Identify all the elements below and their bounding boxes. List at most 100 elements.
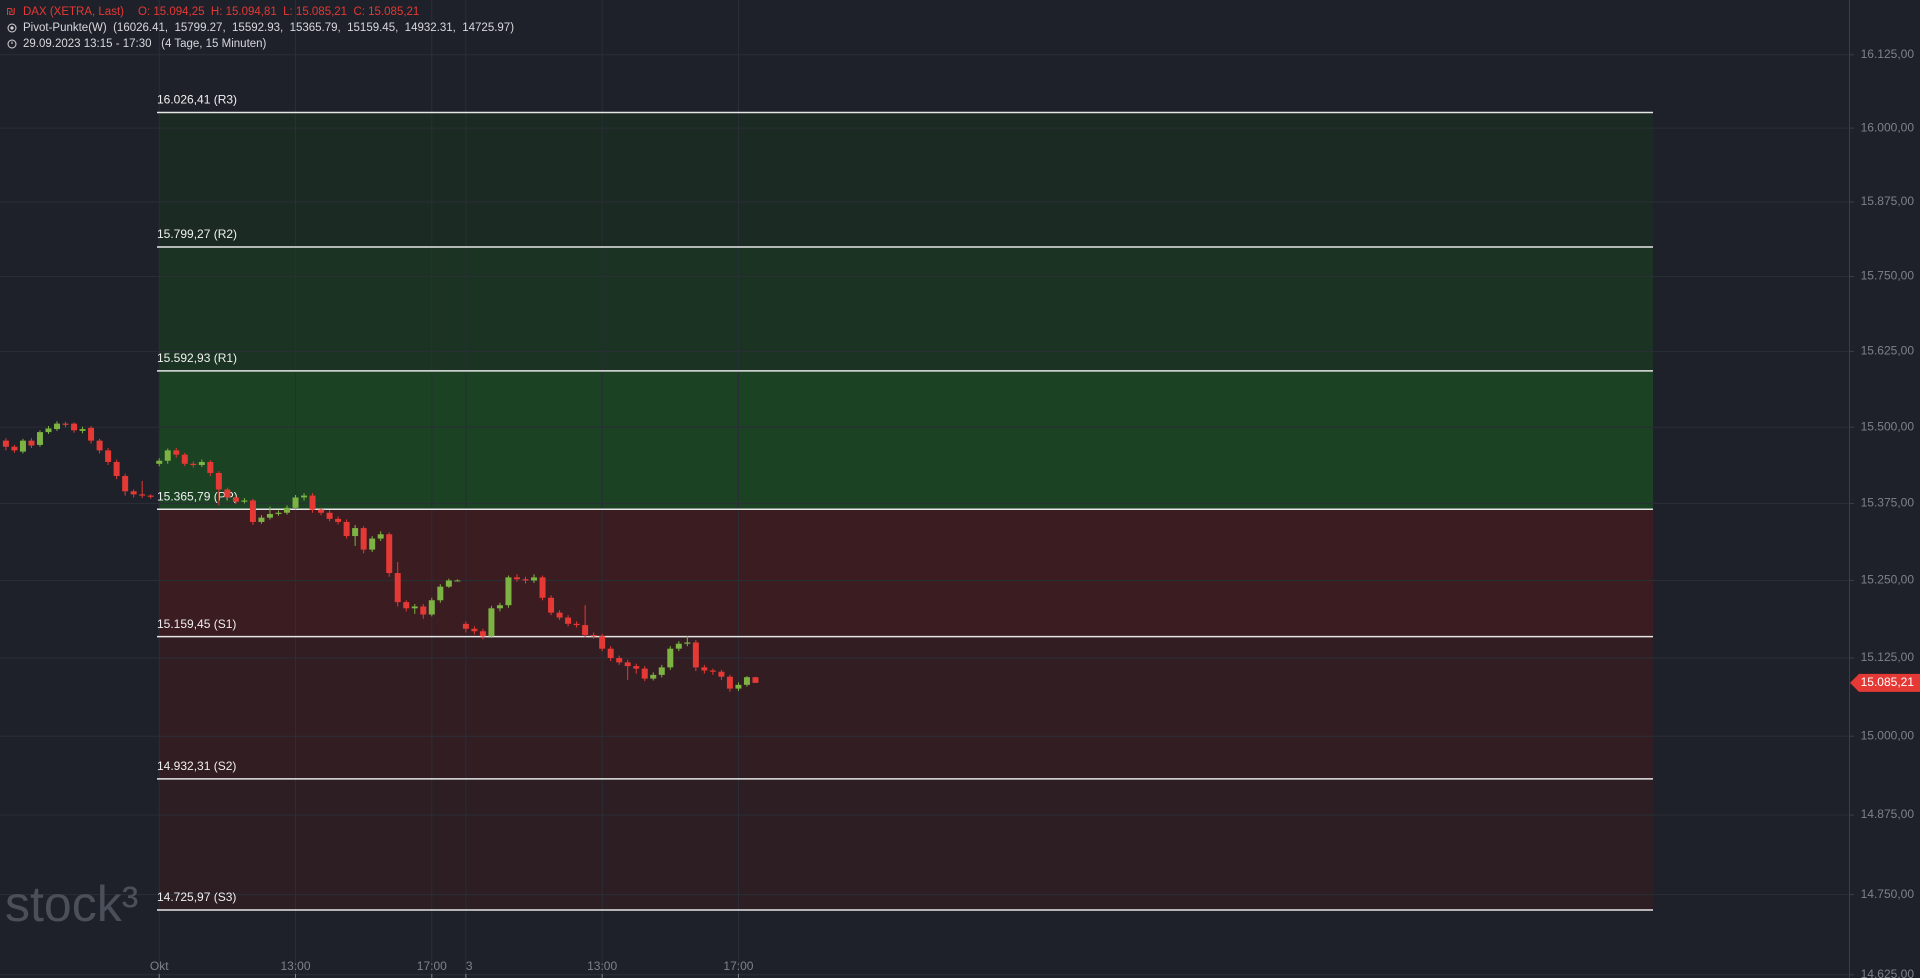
candle-body [232,497,239,502]
candle-body [36,432,43,445]
candle-body [2,440,9,447]
candle-body [726,676,733,689]
header-ohlc: O: 15.094,25 H: 15.094,81 L: 15.085,21 C… [138,6,419,18]
pivot-lines: 16.026,41 (R3) 15.799,27 (R2) 15.592,93 (R… [157,93,1653,911]
indicator-icon-dot [10,26,14,30]
candle-body [266,513,273,518]
candle-body [513,577,520,580]
candle-body [156,460,163,464]
candle-body [411,606,418,609]
candle-body [198,461,205,466]
pivot-zone [159,778,1653,910]
candle-body [130,491,137,495]
candle-body [505,577,512,606]
candle-body [709,670,716,672]
candle-body [335,518,342,522]
x-tick-label: 13:00 [587,959,617,973]
pivot-zone [159,636,1653,779]
pivot-label: 15.799,27 (R2) [157,227,237,241]
candle-body [11,446,18,451]
candle-body [19,440,26,452]
pivot-label: 15.592,93 (R1) [157,351,237,365]
candle-body [113,461,120,477]
y-tick-label: 15.000,00 [1861,728,1915,742]
clock-icon [7,39,17,49]
x-tick-label: 17:00 [417,959,447,973]
candle-body [420,606,427,615]
candle-body [71,423,78,431]
candle-body [479,631,486,637]
candle-body [224,489,231,498]
candle-body [386,534,393,574]
candle-body [667,648,674,668]
candle-body [394,573,401,603]
pivot-zone [159,112,1653,248]
candle-body [173,450,180,455]
y-tick-label: 15.250,00 [1861,573,1915,587]
candle-body [122,476,129,492]
candles [2,421,759,692]
y-tick-label: 15.625,00 [1861,344,1915,358]
candle-body [309,495,316,510]
pivot-zone [159,509,1653,637]
candle-body [369,538,376,550]
header-period: 29.09.2023 13:15 - 17:30 (4 Tage, 15 Min… [23,38,267,50]
candle-body [556,612,563,618]
header-icon: ₪ [6,6,16,18]
pivot-label: 15.365,79 (PP) [157,489,238,503]
candle-body [471,628,478,632]
candle-body [718,671,725,677]
candle-body [215,472,222,490]
header-title: DAX (XETRA, Last) [23,6,124,18]
candle-body [607,648,614,659]
candle-body [641,668,648,679]
candle-body [79,429,86,431]
candle-body [45,428,52,433]
candle-body [181,454,188,464]
pivot-label: 14.932,31 (S2) [157,759,236,773]
candle-body [735,684,742,689]
y-tick-label: 14.625,00 [1861,967,1915,978]
candle-body [462,623,469,629]
candle-body [352,528,359,537]
y-tick-label: 15.750,00 [1861,269,1915,283]
candle-body [207,461,214,473]
last-price-badge [1850,673,1920,692]
candle-body [658,667,665,675]
pivot-zone [159,247,1653,371]
candle-body [54,423,61,430]
candle-body [301,495,308,498]
candle-body [573,623,580,626]
candle-body [164,450,171,461]
candle-body [62,423,69,425]
y-tick-label: 14.875,00 [1861,807,1915,821]
candle-body [437,586,444,601]
y-tick-label: 15.875,00 [1861,194,1915,208]
y-tick-label: 16.000,00 [1861,120,1915,134]
grid [0,0,1849,978]
candle-body [326,512,333,519]
candle-body [28,440,35,446]
candle-body [318,509,325,513]
candle-body [88,427,95,441]
pivot-zone [159,370,1653,510]
candle-body [752,677,759,683]
watermark: stock³ [5,876,138,932]
x-tick-label: 17:00 [723,959,753,973]
candle-body [147,495,154,497]
candle-body [496,605,503,609]
candle-body [522,579,529,581]
header-indicator: Pivot-Punkte(W) (16026.41, 15799.27, 155… [23,22,514,34]
candle-body [454,580,461,582]
candle-body [249,500,256,522]
candle-body [582,625,589,635]
candle-body [675,643,682,649]
pivot-label: 14.725,97 (S3) [157,890,236,904]
candle-body [539,577,546,598]
candle-body [139,494,146,496]
candle-body [701,667,708,671]
zones [159,112,1653,910]
candle-body [531,577,538,581]
pivot-label: 15.159,45 (S1) [157,617,236,631]
